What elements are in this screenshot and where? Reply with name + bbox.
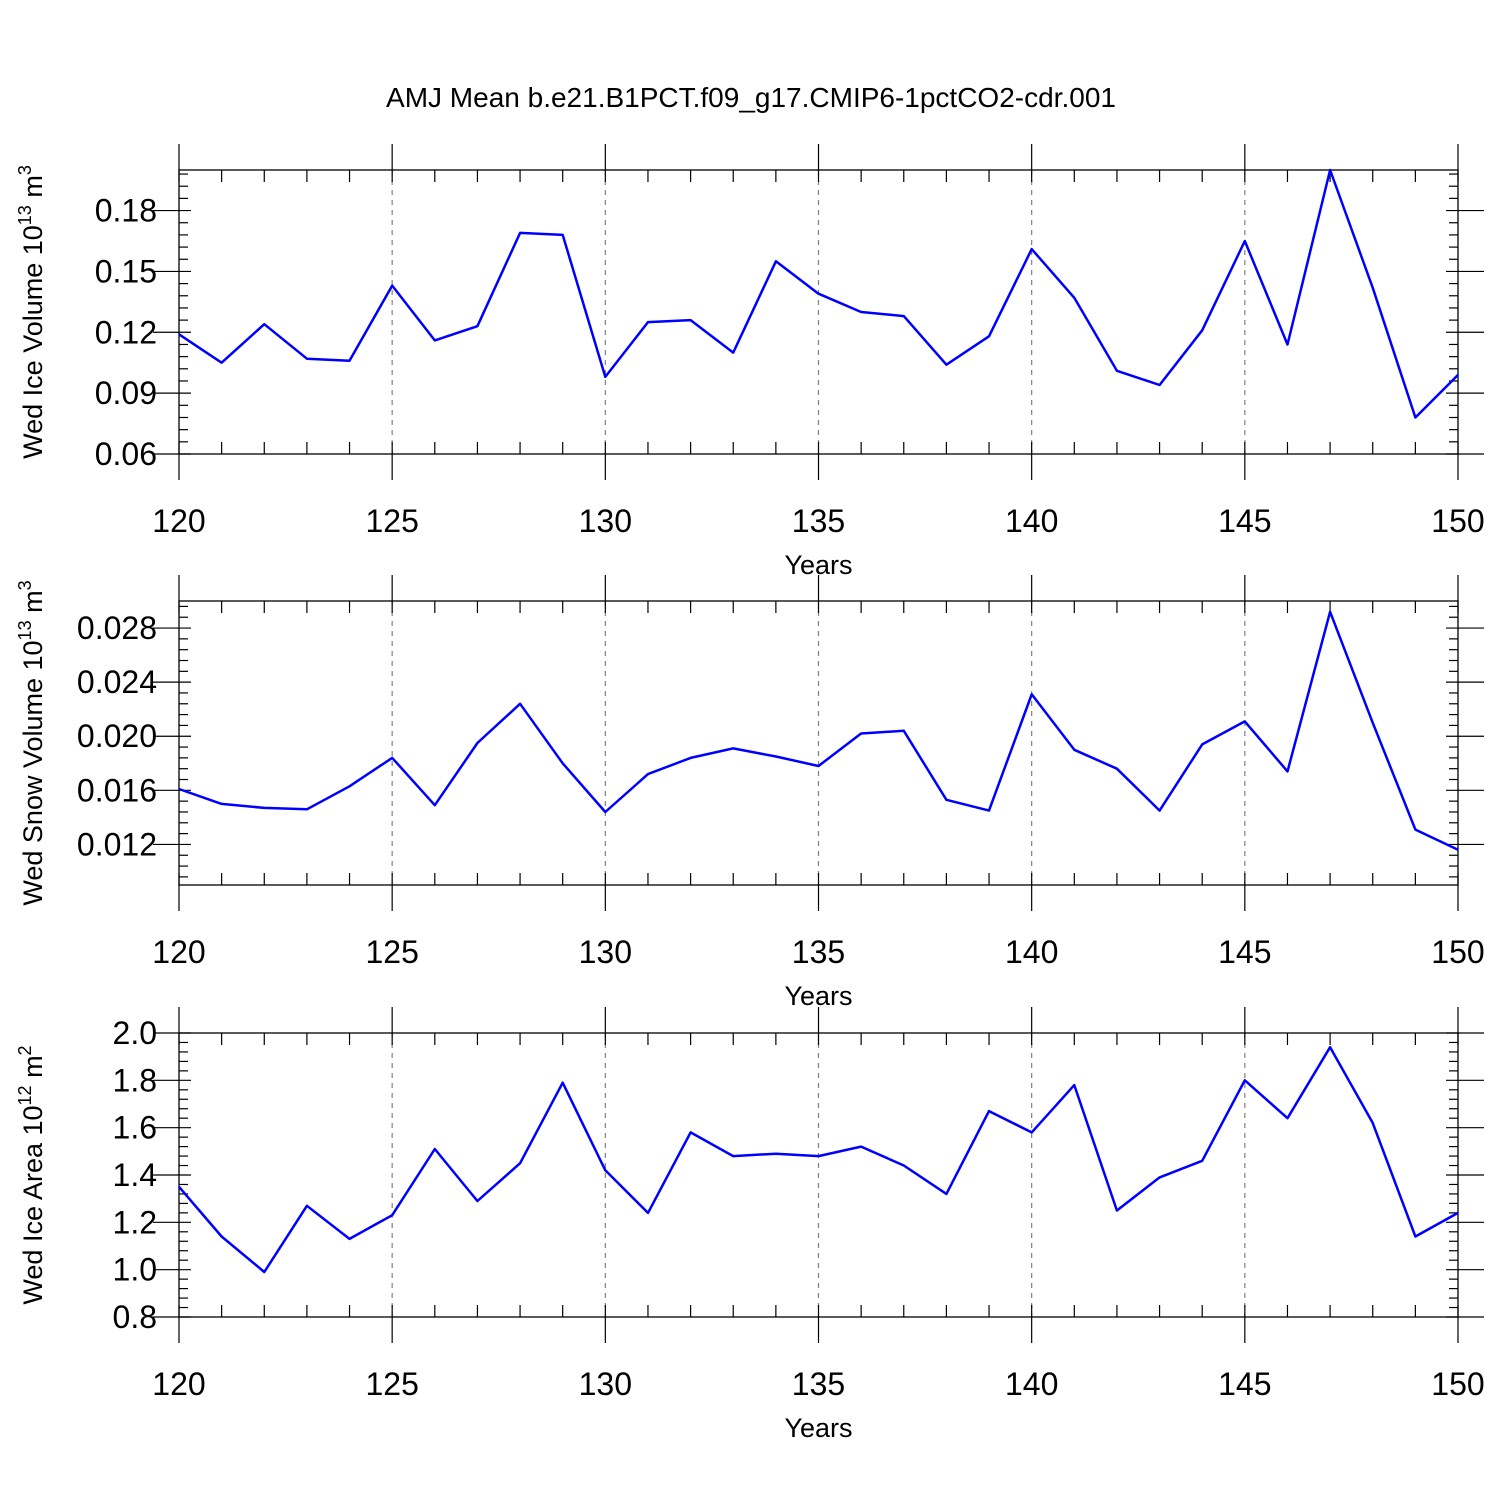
series-line <box>178 168 1459 419</box>
x-tick-label: 145 <box>1218 503 1271 539</box>
x-tick-label: 145 <box>1218 1366 1271 1402</box>
y-tick-label: 0.15 <box>95 253 157 289</box>
y-tick-label: 1.4 <box>113 1157 157 1193</box>
y-tick-label: 0.18 <box>95 193 157 229</box>
y-tick-label: 0.024 <box>77 664 157 700</box>
x-tick-label: 140 <box>1005 1366 1058 1402</box>
y-tick-label: 0.09 <box>95 375 157 411</box>
panel-3: 120 125 130 135 140 145 150 Years 0.8 1.0 1.2 1.4 1.… <box>15 1007 1485 1443</box>
x-tick-label: 130 <box>579 1366 632 1402</box>
x-tick-label: 140 <box>1005 503 1058 539</box>
x-tick-label: 150 <box>1431 934 1484 970</box>
y-tick-label: 0.028 <box>77 610 157 646</box>
x-tick-label: 130 <box>579 503 632 539</box>
panel-1: 120 125 130 135 140 145 150Years0.060.090.120.… <box>15 144 1485 580</box>
x-tick-label: 135 <box>792 1366 845 1402</box>
series-line <box>178 610 1459 851</box>
y-tick-label: 0.8 <box>113 1299 157 1335</box>
y-tick-label: 0.020 <box>77 718 157 754</box>
x-tick-label: 125 <box>365 1366 418 1402</box>
x-tick-label: 120 <box>152 934 205 970</box>
x-tick-label: 130 <box>579 934 632 970</box>
y-tick-label: 1.2 <box>113 1204 157 1240</box>
x-axis-label: Years <box>784 1413 852 1443</box>
x-tick-label: 125 <box>365 503 418 539</box>
x-tick-label: 145 <box>1218 934 1271 970</box>
y-axis-label: Wed Ice Volume 1013 m3 <box>15 165 48 459</box>
y-tick-label: 0.012 <box>77 826 157 862</box>
y-tick-label: 1.0 <box>113 1252 157 1288</box>
x-tick-label: 150 <box>1431 503 1484 539</box>
x-axis-label: Years <box>784 981 852 1011</box>
y-tick-label: 0.016 <box>77 772 157 808</box>
panels: 120 125 130 135 140 145 150 Years 0.06 0.09 0.12 0.… <box>15 144 1485 1443</box>
x-tick-label: 140 <box>1005 934 1058 970</box>
x-tick-label: 135 <box>792 934 845 970</box>
y-tick-label: 1.8 <box>113 1062 157 1098</box>
panel-2: 120 125 130 135 140 145 150 Years 0.012 0.016 0.02… <box>15 575 1485 1011</box>
y-tick-label: 1.6 <box>113 1110 157 1146</box>
y-tick-label: 0.06 <box>95 436 157 472</box>
series-line <box>178 1045 1459 1274</box>
x-tick-label: 120 <box>152 503 205 539</box>
y-tick-label: 2.0 <box>113 1015 157 1051</box>
x-tick-label: 120 <box>152 1366 205 1402</box>
x-tick-label: 125 <box>365 934 418 970</box>
y-axis-label: Wed Snow Volume 1013 m3 <box>15 580 48 905</box>
figure-title: AMJ Mean b.e21.B1PCT.f09_g17.CMIP6-1pctC… <box>386 82 1116 113</box>
y-axis-label: Wed Ice Area 1012 m2 <box>15 1045 48 1304</box>
x-tick-label: 150 <box>1431 1366 1484 1402</box>
y-tick-label: 0.12 <box>95 314 157 350</box>
x-tick-label: 135 <box>792 503 845 539</box>
